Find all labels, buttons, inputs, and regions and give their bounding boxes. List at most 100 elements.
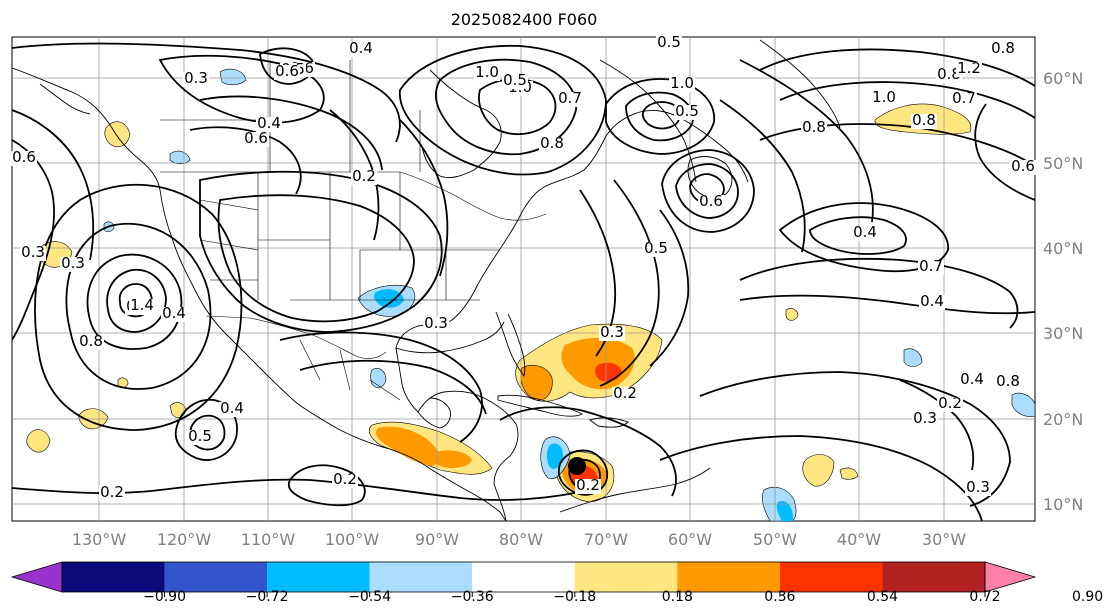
contour-label: 0.4 xyxy=(920,292,944,310)
colorbar-segment xyxy=(677,562,780,592)
contour-label: 0.4 xyxy=(960,370,984,388)
contour-west-edge-2 xyxy=(12,109,95,261)
coast-labrador xyxy=(599,59,697,183)
contour-label: 0.7 xyxy=(558,89,582,107)
contour-label: 0.6 xyxy=(699,192,723,210)
colorbar xyxy=(10,561,1037,593)
contour-hudson-1 xyxy=(399,44,607,176)
contour-label: 0.2 xyxy=(333,470,357,488)
colorbar-segment xyxy=(62,562,165,592)
coast-hudson xyxy=(421,69,502,179)
contour-label-bg xyxy=(956,62,982,77)
shade-orange-honduras xyxy=(433,450,472,468)
colorbar-segment xyxy=(779,562,883,592)
contour-conus-0p3 xyxy=(217,194,415,323)
colorbar-tick-label: 0.36 xyxy=(764,589,795,605)
longitude-label: 40°W xyxy=(837,530,881,549)
contour-label: 0.4 xyxy=(853,223,877,241)
colorbar-segment xyxy=(574,562,678,592)
latitude-label: 20°N xyxy=(1043,410,1083,429)
contour-label-bg xyxy=(274,65,300,80)
contour-label: 0.8 xyxy=(540,134,564,152)
contour-label-bg xyxy=(995,375,1021,390)
colorbar-segment xyxy=(267,562,370,592)
contour-label: 0.5 xyxy=(644,239,668,257)
contour-label-bg xyxy=(557,92,583,107)
contour-label-bg xyxy=(575,479,601,494)
contour-atlantic-low-2 xyxy=(675,163,739,219)
border-canada-provinces xyxy=(160,60,421,172)
colorbar-extend-high xyxy=(984,561,1037,593)
contour-label-bg xyxy=(348,42,374,57)
contour-label: 0.5 xyxy=(503,71,527,89)
contour-label-bg xyxy=(698,195,724,210)
contour-label: 1.0 xyxy=(475,63,499,81)
contour-label-bg xyxy=(256,117,282,132)
contour-gulf-1 xyxy=(279,331,483,443)
contour-label: 0.3 xyxy=(913,409,937,427)
contour-east-edge xyxy=(974,103,1035,201)
shade-positive-alaska xyxy=(104,121,131,147)
shade-negative-atlantic-i xyxy=(1011,392,1035,417)
shade-positive-atlantic-e xyxy=(802,454,835,487)
contour-label: 0.2 xyxy=(613,384,637,402)
contour-label: 0.5 xyxy=(188,427,212,445)
colorbar-tick-label: −0.54 xyxy=(348,589,391,605)
border-states-a xyxy=(257,172,500,300)
colorbar-tick-label: −0.36 xyxy=(451,589,494,605)
longitude-label: 110°W xyxy=(241,530,296,549)
latitude-label: 40°N xyxy=(1043,239,1083,258)
contour-label: 0.5 xyxy=(657,33,681,51)
contour-label: 0.2 xyxy=(352,167,376,185)
contour-label: 0.7 xyxy=(919,257,943,275)
contour-label: 0.3 xyxy=(184,69,208,87)
longitude-label: 30°W xyxy=(922,530,966,549)
contour-label-bg xyxy=(11,151,37,166)
longitude-label: 130°W xyxy=(72,530,127,549)
contour-label: 0.6 xyxy=(275,62,299,80)
contour-conus-0p2 xyxy=(199,170,443,333)
contour-mid-atlantic-1 xyxy=(599,179,660,387)
border-mexico-states xyxy=(299,339,401,401)
contour-label-bg xyxy=(502,74,528,89)
contour-label-bg xyxy=(643,242,669,257)
longitude-label: 50°W xyxy=(753,530,797,549)
map-title: 2025082400 F060 xyxy=(451,10,598,29)
shade-negative-atlantic-h xyxy=(903,348,923,367)
contour-central-1 xyxy=(399,119,449,277)
contour-label-bg xyxy=(959,373,985,388)
colorbar-segment xyxy=(369,562,473,592)
contour-atlantic-0p2 xyxy=(659,435,983,521)
latitude-labels: 60°N 50°N 40°N 30°N 20°N 10°N xyxy=(1043,69,1083,514)
contour-labrador-low-1 xyxy=(605,78,715,155)
contour-label-bg xyxy=(990,42,1016,57)
contour-labrador-low-3 xyxy=(641,101,681,130)
longitude-label: 80°W xyxy=(499,530,543,549)
shade-negative-canada-a xyxy=(219,68,247,86)
shade-cyan-atlantic-g xyxy=(776,500,793,521)
contour-pacific-high-4 xyxy=(65,222,212,390)
contour-label: 0.8 xyxy=(802,118,826,136)
contour-greenland-1 xyxy=(759,48,1035,87)
contour-bc-2 xyxy=(199,95,383,171)
contour-label-bg xyxy=(852,226,878,241)
contour-hudson-2 xyxy=(434,58,577,156)
contour-label-bg xyxy=(474,66,500,81)
contour-bc-1 xyxy=(189,126,302,195)
contour-label-bg xyxy=(656,36,682,51)
contour-atlantic-low-1 xyxy=(661,149,755,233)
colorbar-tick-label: −0.18 xyxy=(553,589,596,605)
contour-label: 0.2 xyxy=(576,476,600,494)
contour-atlantic-mid-0p5 xyxy=(649,209,690,367)
contour-label-bg xyxy=(912,412,938,427)
contour-label: 0.3 xyxy=(424,314,448,332)
contour-atlantic-north-1p0 xyxy=(739,59,874,223)
contour-labels: 0.40.50.81.00.60.50.30.71.00.51.00.80.40… xyxy=(11,33,1036,501)
contour-label-bg xyxy=(918,260,944,275)
map-panel: 0.40.50.81.00.60.50.30.71.00.51.00.80.40… xyxy=(11,33,1036,522)
contour-label: 0.2 xyxy=(938,394,962,412)
contour-label-bg xyxy=(60,257,86,272)
contour-label-bg xyxy=(351,170,377,185)
contour-label: 0.3 xyxy=(21,243,45,261)
contour-atlantic-0p3 xyxy=(699,371,1011,507)
